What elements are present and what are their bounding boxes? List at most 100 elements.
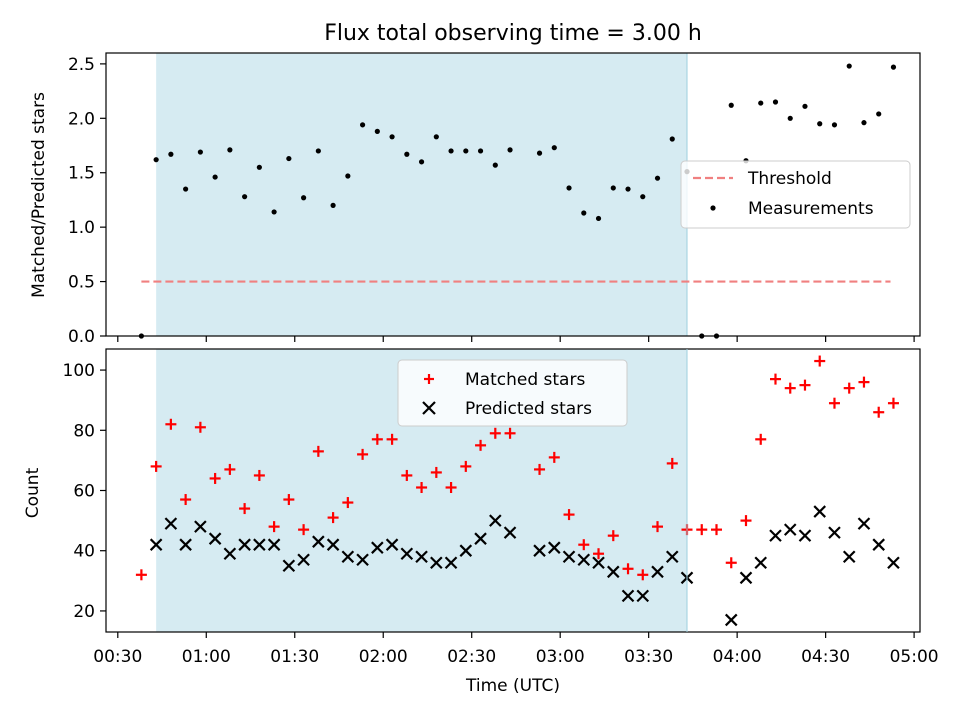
matched-star-point bbox=[489, 427, 501, 439]
matched-star-point bbox=[607, 530, 619, 542]
matched-star-point bbox=[460, 460, 472, 472]
predicted-star-point bbox=[798, 529, 812, 542]
y-tick-label: 1.0 bbox=[68, 218, 95, 238]
x-tick-label: 04:00 bbox=[713, 647, 762, 667]
predicted-star-point bbox=[371, 541, 384, 554]
measurement-point bbox=[551, 145, 557, 151]
matched-star-point bbox=[342, 497, 354, 509]
x-tick-label: 05:00 bbox=[890, 647, 939, 667]
x-tick-label: 01:00 bbox=[182, 647, 231, 667]
x-tick-label: 01:30 bbox=[270, 647, 319, 667]
x-tick-label: 02:30 bbox=[447, 647, 496, 667]
matched-star-point bbox=[135, 569, 147, 581]
y-tick-label: 80 bbox=[73, 421, 95, 441]
measurement-point bbox=[492, 162, 498, 168]
measurement-point bbox=[345, 173, 351, 179]
legend-box bbox=[680, 160, 911, 229]
matched-star-point bbox=[475, 439, 487, 451]
measurement-point bbox=[536, 150, 543, 156]
matched-star-point bbox=[652, 521, 664, 533]
y-tick-label: 100 bbox=[63, 361, 95, 381]
predicted-star-point bbox=[489, 514, 502, 527]
predicted-star-point bbox=[872, 538, 885, 551]
predicted-star-point bbox=[857, 517, 871, 530]
y-tick-label: 0.5 bbox=[68, 273, 95, 293]
matched-star-point bbox=[150, 460, 162, 472]
matched-star-point bbox=[740, 515, 752, 527]
matched-star-point bbox=[224, 463, 236, 475]
predicted-star-point bbox=[341, 550, 355, 564]
matched-star-point bbox=[873, 406, 885, 418]
predicted-star-point bbox=[754, 556, 768, 570]
predicted-star-point bbox=[533, 544, 546, 557]
ratio-panel-y-label: Matched/Predicted stars bbox=[29, 92, 49, 298]
matched-star-point bbox=[312, 445, 324, 457]
legend-measurements-label: Measurements bbox=[748, 199, 874, 219]
matched-star-point bbox=[209, 472, 221, 484]
x-tick-label: 03:00 bbox=[536, 647, 585, 667]
matched-star-point bbox=[593, 548, 605, 560]
predicted-star-point bbox=[194, 520, 207, 533]
predicted-star-point bbox=[385, 538, 399, 551]
measurement-point bbox=[669, 136, 675, 142]
predicted-star-point bbox=[415, 550, 428, 564]
y-tick-label: 2.0 bbox=[68, 109, 95, 129]
predicted-star-point bbox=[562, 550, 576, 564]
measurement-point bbox=[389, 134, 395, 140]
matched-star-point bbox=[814, 355, 826, 367]
matched-star-point bbox=[696, 524, 708, 536]
matched-star-point bbox=[298, 524, 310, 536]
measurement-point bbox=[153, 157, 159, 163]
predicted-star-point bbox=[724, 613, 738, 627]
matched-star-point bbox=[637, 569, 649, 581]
matched-star-point bbox=[622, 563, 634, 575]
measurement-point bbox=[566, 185, 572, 191]
matched-star-point bbox=[578, 539, 590, 551]
predicted-star-point bbox=[606, 565, 620, 579]
matched-star-point bbox=[371, 433, 383, 445]
measurements-series bbox=[138, 63, 897, 339]
predicted-star-point bbox=[356, 553, 369, 567]
predicted-star-point bbox=[179, 538, 192, 551]
predicted-star-point bbox=[783, 523, 797, 536]
count-panel: 20 40 60 80 100 00:30 01:00 01:30 02:00 02:30 03:… bbox=[23, 348, 939, 696]
measurement-point bbox=[787, 115, 793, 121]
matched-star-point bbox=[858, 376, 870, 388]
y-tick-label: 1.5 bbox=[68, 164, 95, 184]
ratio-panel-legend: Threshold Measurements bbox=[680, 160, 911, 229]
matched-star-point bbox=[784, 382, 796, 394]
matched-star-point bbox=[194, 421, 206, 433]
measurement-point bbox=[330, 202, 336, 208]
matched-star-point bbox=[548, 451, 560, 463]
measurement-point bbox=[256, 164, 262, 170]
ratio-panel-frame bbox=[105, 52, 921, 337]
matched-star-point bbox=[769, 373, 781, 385]
measurement-point bbox=[876, 111, 882, 117]
y-tick-label: 0.0 bbox=[68, 327, 95, 347]
predicted-star-point bbox=[621, 589, 635, 603]
measurement-point bbox=[654, 175, 661, 181]
predicted-star-point bbox=[149, 538, 163, 551]
predicted-star-point bbox=[651, 565, 664, 579]
predicted-star-point bbox=[842, 550, 856, 564]
measurement-point bbox=[433, 134, 439, 140]
matched-star-point bbox=[283, 494, 295, 506]
predicted-star-point bbox=[223, 547, 237, 561]
predicted-star-point bbox=[444, 556, 458, 570]
y-tick-label: 40 bbox=[73, 542, 95, 562]
measurement-point bbox=[242, 194, 248, 200]
predicted-star-point bbox=[813, 505, 827, 518]
legend-matched-label: Matched stars bbox=[465, 370, 585, 390]
x-tick-label: 00:30 bbox=[93, 647, 142, 667]
legend-predicted-label: Predicted stars bbox=[465, 399, 592, 419]
matched-star-point bbox=[828, 397, 840, 409]
predicted-star-point bbox=[459, 544, 473, 557]
predicted-star-point bbox=[208, 532, 222, 545]
predicted-star-point bbox=[267, 538, 281, 551]
matched-star-point bbox=[445, 481, 457, 493]
measurement-point bbox=[374, 128, 380, 134]
predicted-stars-series bbox=[149, 505, 900, 627]
measurement-point bbox=[831, 122, 838, 128]
predicted-star-point bbox=[297, 553, 310, 567]
